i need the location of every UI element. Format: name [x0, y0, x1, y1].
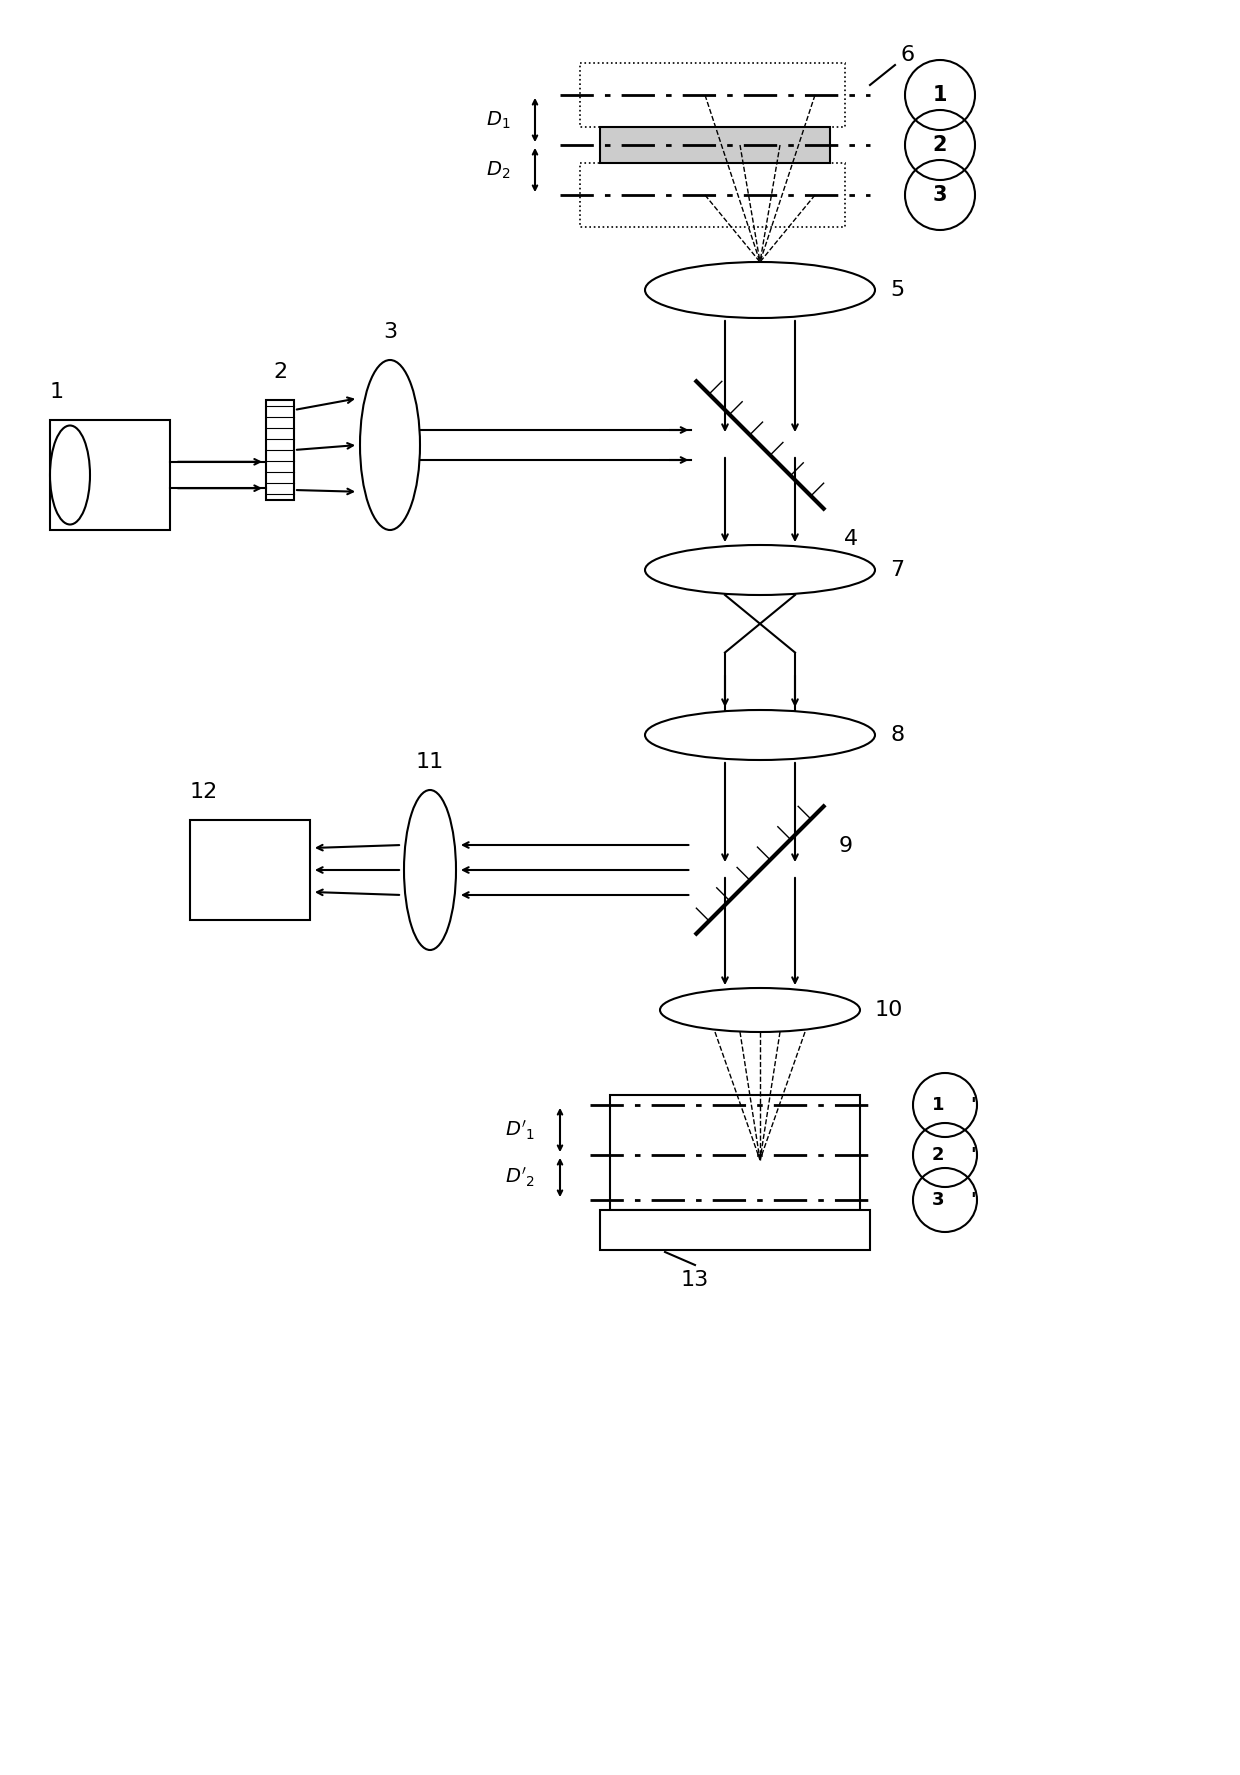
Text: $D_2$: $D_2$	[486, 160, 510, 181]
Text: 13: 13	[681, 1269, 709, 1290]
Text: 7: 7	[890, 559, 904, 580]
Text: 1: 1	[931, 1095, 944, 1115]
Bar	[610, 1095, 861, 1211]
Text: 2: 2	[931, 1147, 944, 1164]
Text: ': '	[970, 1095, 976, 1115]
Text: $D'_2$: $D'_2$	[505, 1166, 534, 1189]
Text: 5: 5	[890, 280, 904, 300]
Bar	[600, 128, 830, 163]
Ellipse shape	[50, 426, 91, 524]
Text: 2: 2	[273, 362, 288, 382]
Text: $D'_1$: $D'_1$	[505, 1118, 534, 1141]
Text: 6: 6	[900, 44, 914, 66]
Text: 10: 10	[875, 999, 904, 1021]
Bar	[267, 399, 294, 501]
Text: 1: 1	[50, 382, 64, 401]
Text: ': '	[970, 1191, 976, 1209]
Text: 1: 1	[932, 85, 947, 105]
Text: ': '	[970, 1147, 976, 1164]
Bar	[190, 820, 310, 919]
Text: 8: 8	[890, 724, 904, 746]
Bar	[600, 1211, 870, 1250]
Text: 4: 4	[843, 529, 858, 548]
Bar	[50, 421, 170, 531]
Text: 3: 3	[383, 321, 397, 343]
Text: 11: 11	[415, 753, 444, 772]
Text: 9: 9	[838, 836, 853, 856]
Text: 3: 3	[932, 185, 947, 204]
Text: 3: 3	[931, 1191, 944, 1209]
Text: 2: 2	[932, 135, 947, 154]
Text: $D_1$: $D_1$	[486, 110, 510, 131]
Text: 12: 12	[190, 783, 218, 802]
